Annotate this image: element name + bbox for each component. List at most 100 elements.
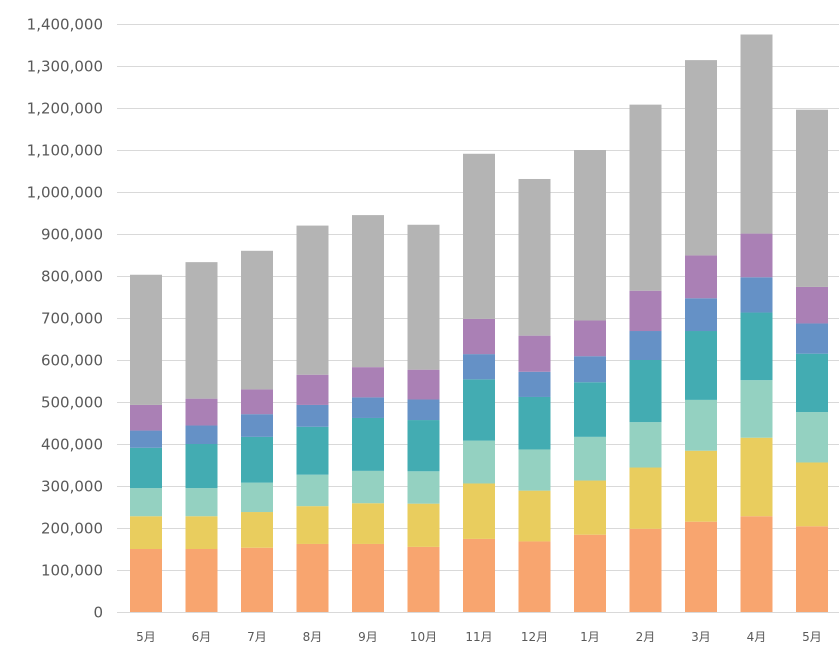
bar-stack: [407, 224, 440, 612]
y-tick-label: 0: [93, 604, 103, 622]
bar-segment-series-2: [685, 450, 717, 522]
bar-segment-series-1: [740, 516, 773, 612]
y-tick-label: 1,100,000: [27, 142, 103, 160]
bar-segment-series-7: [185, 262, 218, 399]
x-tick-label: 7月: [247, 630, 267, 644]
bar-stack: [185, 262, 218, 612]
bar-stack: [740, 34, 773, 612]
bar-stack: [352, 215, 384, 612]
bar-segment-series-5: [685, 298, 717, 332]
bar-stack: [685, 60, 717, 612]
bar-segment-series-3: [796, 412, 828, 463]
bar-segment-series-6: [352, 367, 384, 398]
bar-segment-series-1: [352, 543, 384, 612]
bar-segment-series-3: [574, 436, 606, 481]
bar-segment-series-3: [185, 488, 218, 517]
bar-segment-series-6: [130, 404, 162, 431]
bar-segment-series-7: [352, 215, 384, 368]
bar-segment-series-6: [740, 233, 773, 278]
bar-segment-series-1: [241, 547, 273, 612]
bar-segment-series-4: [352, 417, 384, 471]
x-tick-label: 4月: [747, 630, 767, 644]
bar-segment-series-1: [130, 549, 162, 612]
x-tick-label: 3月: [691, 630, 711, 644]
bar-segment-series-4: [518, 396, 551, 450]
bar-segment-series-3: [463, 440, 495, 484]
bar-stack: [629, 104, 662, 612]
bar-stack: [296, 225, 329, 612]
bar-segment-series-5: [629, 331, 662, 360]
x-tick-label: 6月: [192, 630, 212, 644]
bar-segment-series-2: [352, 503, 384, 544]
bar-segment-series-1: [796, 526, 828, 612]
bar-segment-series-1: [685, 521, 717, 612]
bar-segment-series-2: [518, 490, 551, 542]
y-tick-label: 1,300,000: [27, 58, 103, 76]
y-tick-label: 300,000: [41, 478, 103, 496]
bar-segment-series-4: [796, 353, 828, 413]
bar-segment-series-7: [296, 225, 329, 375]
bar-segment-series-4: [685, 331, 717, 400]
bar-segment-series-5: [407, 399, 440, 421]
bar-segment-series-2: [296, 506, 329, 544]
bar-segment-series-7: [518, 178, 551, 336]
bar-segment-series-6: [185, 398, 218, 426]
bar-segment-series-4: [574, 382, 606, 437]
bar-segment-series-3: [518, 449, 551, 491]
bar-segment-series-2: [740, 437, 773, 517]
bar-segment-series-1: [296, 543, 329, 612]
bar-segment-series-7: [130, 274, 162, 405]
bar-segment-series-3: [740, 380, 773, 438]
bar-stack: [463, 153, 495, 612]
y-tick-label: 200,000: [41, 520, 103, 538]
bar-segment-series-6: [241, 389, 273, 415]
bar-segment-series-1: [185, 549, 218, 612]
x-tick-label: 10月: [410, 630, 437, 644]
bar-segment-series-6: [463, 318, 495, 355]
bar-segment-series-7: [740, 34, 773, 234]
y-tick-label: 500,000: [41, 394, 103, 412]
bar-segment-series-5: [518, 371, 551, 397]
bar-segment-series-1: [407, 546, 440, 612]
bar-segment-series-3: [685, 399, 717, 451]
y-tick-label: 1,000,000: [27, 184, 103, 202]
bar-segment-series-2: [796, 462, 828, 527]
bar-segment-series-6: [685, 255, 717, 299]
bar-segment-series-1: [574, 534, 606, 612]
bar-segment-series-2: [185, 516, 218, 549]
y-tick-label: 800,000: [41, 268, 103, 286]
bar-segment-series-5: [740, 277, 773, 313]
bar-segment-series-2: [574, 480, 606, 535]
bar-segment-series-6: [407, 369, 440, 400]
bar-segment-series-3: [629, 422, 662, 468]
y-tick-label: 900,000: [41, 226, 103, 244]
bar-segment-series-5: [574, 356, 606, 383]
bar-segment-series-7: [407, 224, 440, 370]
bar-segment-series-1: [629, 528, 662, 612]
bar-segment-series-2: [463, 483, 495, 539]
x-tick-label: 9月: [358, 630, 378, 644]
bar-segment-series-6: [296, 374, 329, 405]
x-tick-label: 2月: [636, 630, 656, 644]
bar-stack: [130, 274, 162, 612]
x-axis-tick-labels: 5月 6月 7月 8月 9月 10月 11月 12月 1月 2月 3月 4月 5月: [136, 630, 822, 644]
bar-segment-series-1: [463, 538, 495, 612]
bar-stack: [518, 178, 551, 612]
bar-segment-series-2: [241, 512, 273, 548]
bar-segment-series-4: [407, 420, 440, 472]
bar-segment-series-5: [463, 354, 495, 380]
y-tick-label: 400,000: [41, 436, 103, 454]
bar-segment-series-6: [796, 286, 828, 324]
bar-stack: [574, 150, 606, 612]
bar-stack: [796, 109, 828, 612]
bar-segment-series-4: [463, 379, 495, 441]
bar-segment-series-4: [130, 447, 162, 489]
y-tick-label: 1,200,000: [27, 100, 103, 118]
y-tick-label: 1,400,000: [27, 16, 103, 34]
bar-segment-series-5: [796, 323, 828, 354]
bar-segment-series-3: [352, 470, 384, 504]
y-tick-label: 100,000: [41, 562, 103, 580]
x-tick-label: 1月: [580, 630, 600, 644]
bar-segment-series-3: [130, 488, 162, 517]
